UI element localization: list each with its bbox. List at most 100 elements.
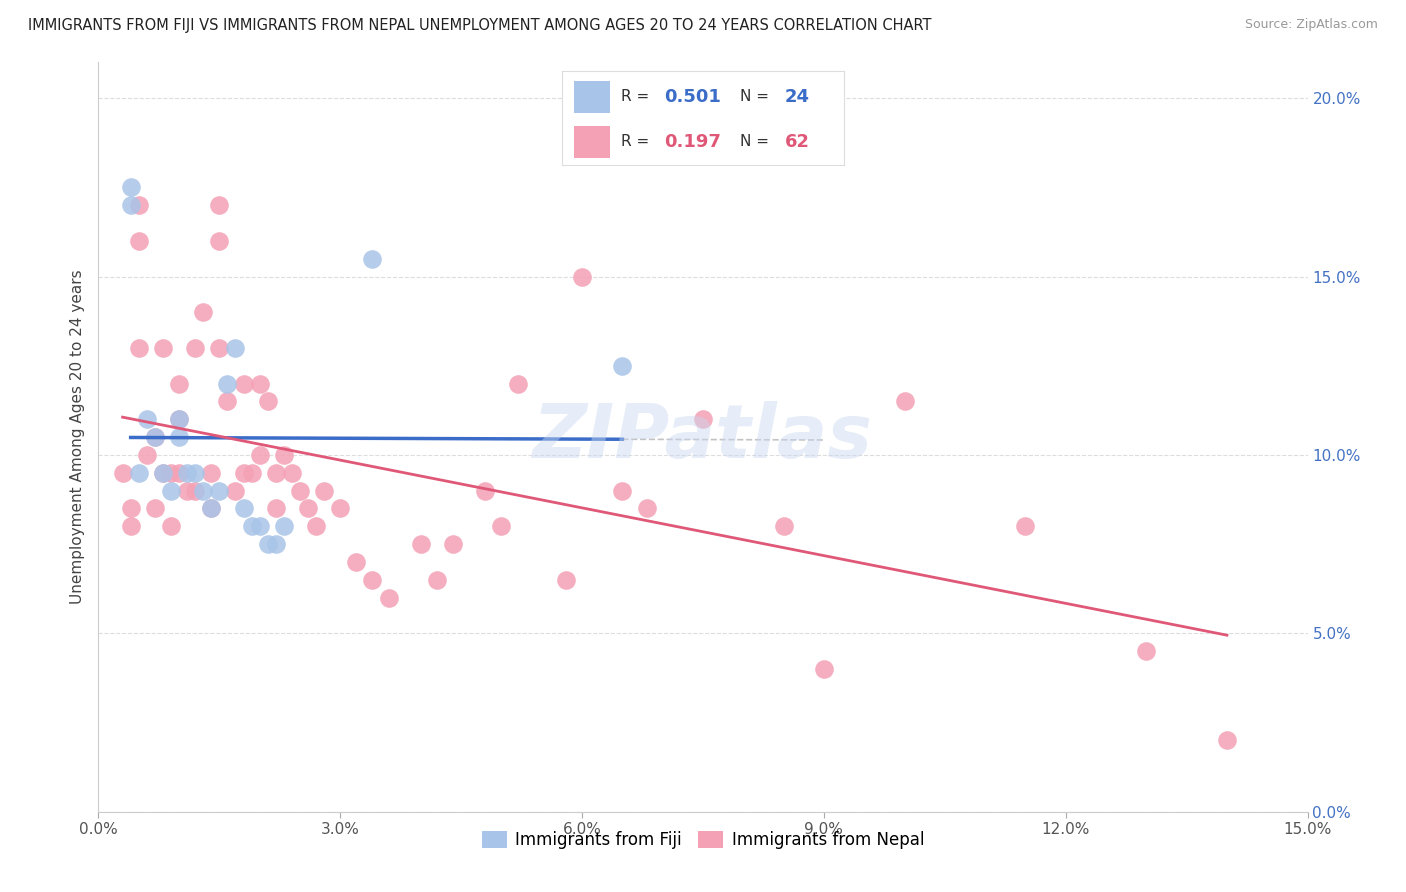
Point [224,483,246,498]
Point [224,341,246,355]
Point [167,412,190,426]
Point [160,519,183,533]
Point [217,394,239,409]
Point [256,537,278,551]
Point [506,376,529,391]
Point [329,501,352,516]
Point [441,537,464,551]
Point [281,466,304,480]
Point [200,501,222,516]
Point [176,483,198,498]
Point [297,501,319,516]
Point [409,537,432,551]
Point [555,573,578,587]
Point [772,519,794,533]
Point [167,376,190,391]
Point [1216,733,1239,747]
Point [200,466,222,480]
Point [361,252,384,266]
FancyBboxPatch shape [574,81,610,112]
Point [152,466,174,480]
Point [128,198,150,212]
Point [128,234,150,248]
Point [232,376,254,391]
Point [167,412,190,426]
Point [152,341,174,355]
Point [264,501,287,516]
Point [813,662,835,676]
Point [217,376,239,391]
Point [160,466,183,480]
Point [426,573,449,587]
Point [692,412,714,426]
Point [176,466,198,480]
Text: R =: R = [621,89,650,104]
Point [232,501,254,516]
Point [377,591,399,605]
Point [167,430,190,444]
Point [143,430,166,444]
Point [264,537,287,551]
Point [111,466,134,480]
Y-axis label: Unemployment Among Ages 20 to 24 years: Unemployment Among Ages 20 to 24 years [69,269,84,605]
Point [208,483,231,498]
Point [571,269,593,284]
Point [160,483,183,498]
Point [256,394,278,409]
Point [612,483,634,498]
Point [184,466,207,480]
Point [305,519,328,533]
Point [167,466,190,480]
Text: R =: R = [621,134,650,149]
Point [273,448,295,462]
Point [135,412,157,426]
Point [636,501,658,516]
Point [193,483,215,498]
Point [193,305,215,319]
Point [120,501,142,516]
Point [208,234,231,248]
Text: 62: 62 [785,133,810,151]
Text: 0.197: 0.197 [664,133,720,151]
Point [208,198,231,212]
Text: N =: N = [740,89,769,104]
Point [120,198,142,212]
Point [135,448,157,462]
Point [612,359,634,373]
Point [474,483,496,498]
Text: IMMIGRANTS FROM FIJI VS IMMIGRANTS FROM NEPAL UNEMPLOYMENT AMONG AGES 20 TO 24 Y: IMMIGRANTS FROM FIJI VS IMMIGRANTS FROM … [28,18,932,33]
Point [249,519,271,533]
Point [273,519,295,533]
Point [120,180,142,194]
Point [491,519,513,533]
Point [240,519,263,533]
Point [893,394,915,409]
Point [143,430,166,444]
Point [128,341,150,355]
Point [128,466,150,480]
Text: 0.501: 0.501 [664,87,720,105]
FancyBboxPatch shape [574,126,610,158]
Point [184,483,207,498]
Text: ZIPatlas: ZIPatlas [533,401,873,474]
Point [184,341,207,355]
Point [240,466,263,480]
Point [288,483,311,498]
Legend: Immigrants from Fiji, Immigrants from Nepal: Immigrants from Fiji, Immigrants from Ne… [475,824,931,855]
Point [1135,644,1157,658]
Text: Source: ZipAtlas.com: Source: ZipAtlas.com [1244,18,1378,31]
Point [249,376,271,391]
Point [361,573,384,587]
Point [232,466,254,480]
Point [264,466,287,480]
Point [249,448,271,462]
Point [1014,519,1036,533]
Point [314,483,336,498]
Point [344,555,367,569]
Text: 24: 24 [785,87,810,105]
Point [152,466,174,480]
Point [208,341,231,355]
Text: N =: N = [740,134,769,149]
Point [143,501,166,516]
Point [200,501,222,516]
